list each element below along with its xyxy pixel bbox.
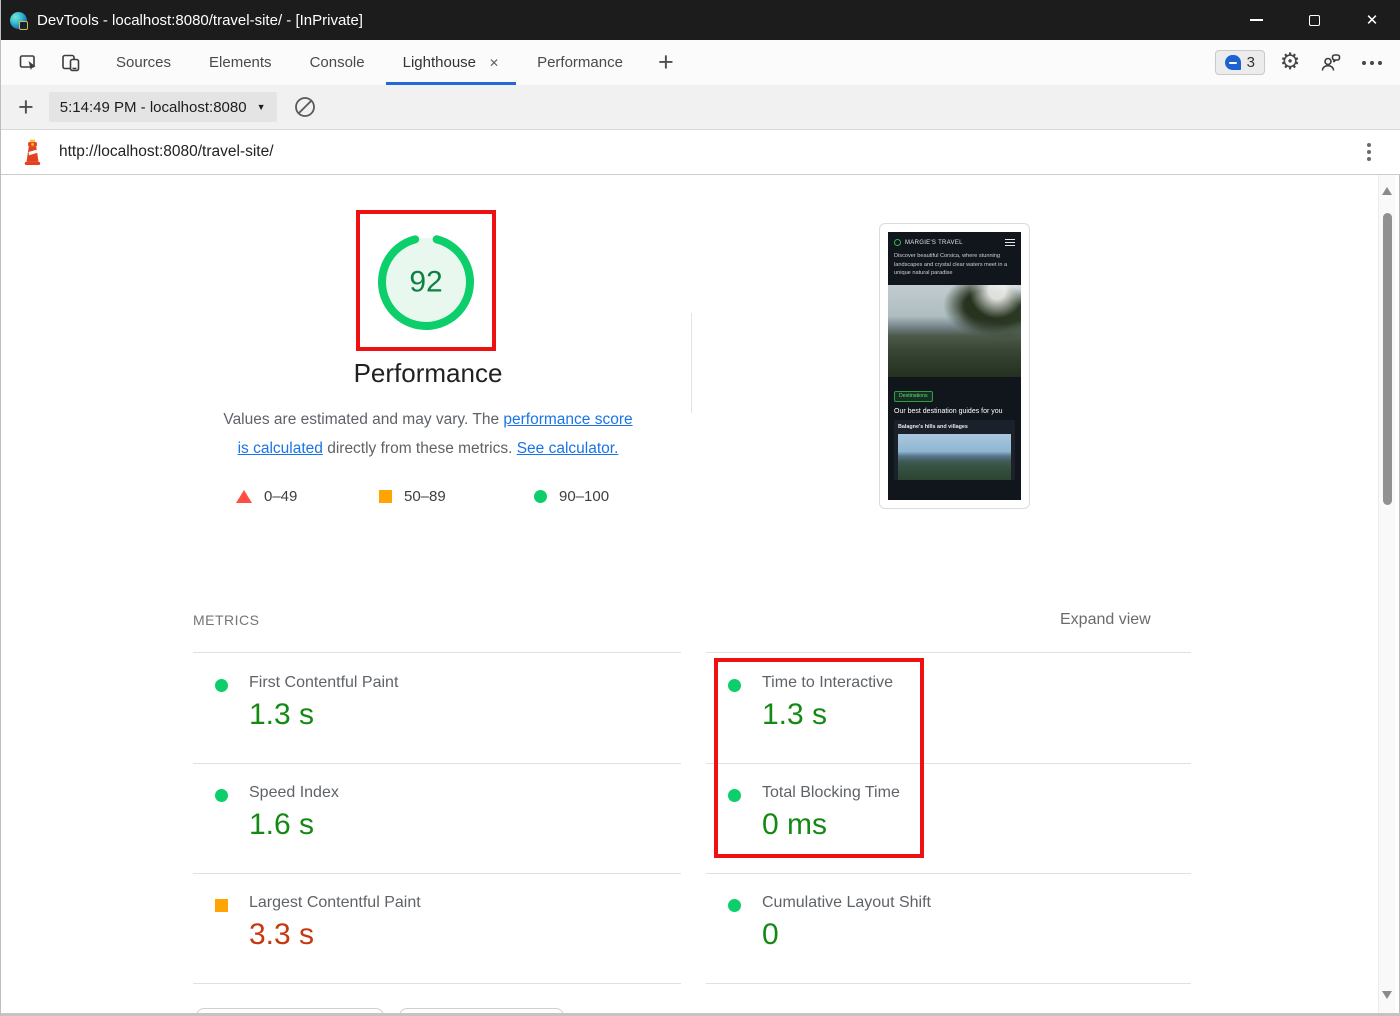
clear-reports-button[interactable]: [293, 95, 317, 119]
metrics-section-title: METRICS: [193, 612, 260, 628]
new-report-button[interactable]: +: [18, 91, 34, 122]
lighthouse-icon: [24, 139, 41, 165]
window-titlebar: DevTools - localhost:8080/travel-site/ -…: [1, 0, 1400, 40]
performance-score-gauge[interactable]: 92: [374, 230, 478, 334]
hamburger-menu-icon: [1005, 239, 1015, 246]
metric-largest-contentful-paint: Largest Contentful Paint 3.3 s: [193, 878, 623, 978]
legend-average: 50–89: [379, 488, 446, 505]
metric-cumulative-layout-shift: Cumulative Layout Shift 0: [706, 878, 1136, 978]
destination-card: Balagne's hills and villages: [894, 420, 1015, 480]
annotation-highlight-metrics: [714, 658, 924, 858]
tab-close-icon[interactable]: ✕: [489, 55, 500, 70]
site-screenshot: MARGIE'S TRAVEL Discover beautiful Corsi…: [888, 232, 1021, 500]
header-vertical-divider: [691, 313, 692, 413]
tab-console[interactable]: Console: [309, 54, 365, 71]
edge-inprivate-icon: [10, 11, 28, 30]
report-url-bar: http://localhost:8080/travel-site/: [1, 130, 1400, 175]
maximize-icon: [1308, 14, 1320, 26]
vertical-scrollbar[interactable]: [1378, 175, 1395, 1013]
metric-total-blocking-time: Total Blocking Time 0 ms: [706, 768, 1136, 868]
report-url: http://localhost:8080/travel-site/: [59, 143, 274, 160]
performance-score-link-2[interactable]: is calculated: [237, 440, 323, 457]
maximize-button[interactable]: [1285, 0, 1343, 40]
scrollbar-thumb[interactable]: [1382, 213, 1392, 505]
performance-score-link[interactable]: performance score: [503, 411, 633, 428]
pass-circle-icon: [534, 490, 547, 503]
performance-score-value: 92: [409, 266, 442, 299]
person-feedback-icon: [1321, 53, 1341, 71]
lighthouse-report: 92 Performance Values are estimated and …: [1, 175, 1378, 1016]
metric-rating-icon: [728, 679, 741, 692]
devtools-tab-bar: Sources Elements Console Lighthouse ✕ Pe…: [1, 40, 1400, 85]
active-tab-underline: [385, 82, 517, 85]
chevron-down-icon: ▼: [256, 102, 266, 112]
metric-rating-icon: [215, 679, 228, 692]
metric-rating-icon: [215, 899, 228, 912]
destination-photo: [898, 434, 1011, 480]
inspect-cursor-icon: [19, 54, 36, 70]
device-toolbar-icon: [62, 54, 80, 71]
gear-icon: ⚙: [1279, 49, 1301, 75]
minimize-button[interactable]: [1227, 0, 1285, 40]
window-bottom-edge: [1, 1013, 1400, 1016]
close-button[interactable]: ✕: [1343, 0, 1400, 40]
final-screenshot-thumbnail: MARGIE'S TRAVEL Discover beautiful Corsi…: [879, 223, 1030, 509]
more-options-button[interactable]: [1356, 47, 1388, 79]
settings-button[interactable]: ⚙: [1274, 47, 1306, 79]
average-square-icon: [379, 490, 392, 503]
report-kebab-menu[interactable]: [1367, 143, 1371, 161]
tab-lighthouse[interactable]: Lighthouse ✕: [384, 40, 518, 85]
feedback-button[interactable]: [1315, 47, 1347, 79]
metric-first-contentful-paint: First Contentful Paint 1.3 s: [193, 658, 623, 758]
category-title: Performance: [353, 358, 503, 388]
panel-tabs: Sources Elements Console Lighthouse ✕ Pe…: [97, 40, 690, 85]
destinations-badge: Destinations: [894, 390, 933, 402]
expand-view-toggle[interactable]: Expand view: [1060, 611, 1151, 628]
annotation-highlight-gauge: [356, 210, 496, 351]
scroll-down-arrow-icon[interactable]: [1382, 991, 1392, 999]
more-options-icon: [1362, 60, 1382, 65]
more-tabs-button[interactable]: +: [657, 47, 674, 77]
device-toolbar-button[interactable]: [55, 47, 87, 79]
block-icon: [294, 97, 315, 117]
fail-triangle-icon: [236, 490, 252, 503]
score-scale-legend: 0–49 50–89 90–100: [193, 488, 663, 506]
site-logo-icon: [894, 239, 901, 246]
score-description: Values are estimated and may vary. The p…: [223, 411, 633, 457]
issues-bubble-icon: [1224, 55, 1241, 70]
inspect-element-button[interactable]: [13, 47, 45, 79]
metric-rating-icon: [215, 789, 228, 802]
issues-count: 3: [1246, 54, 1255, 71]
metric-rating-icon: [728, 899, 741, 912]
report-session-label: 5:14:49 PM - localhost:8080: [59, 98, 247, 116]
minimize-icon: [1249, 19, 1263, 21]
tab-performance[interactable]: Performance: [537, 54, 623, 71]
tab-sources[interactable]: Sources: [116, 54, 172, 71]
tab-elements[interactable]: Elements: [209, 54, 272, 71]
issues-button[interactable]: 3: [1214, 50, 1265, 75]
metric-speed-index: Speed Index 1.6 s: [193, 768, 623, 868]
legend-fail: 0–49: [236, 488, 297, 505]
hero-photo: [888, 284, 1021, 377]
legend-pass: 90–100: [534, 488, 609, 505]
close-icon: ✕: [1365, 11, 1379, 29]
scroll-up-arrow-icon[interactable]: [1382, 187, 1392, 195]
lighthouse-toolbar: + 5:14:49 PM - localhost:8080 ▼: [1, 85, 1400, 130]
window-title: DevTools - localhost:8080/travel-site/ -…: [37, 11, 363, 29]
report-session-dropdown[interactable]: 5:14:49 PM - localhost:8080 ▼: [48, 92, 277, 122]
metric-rating-icon: [728, 789, 741, 802]
see-calculator-link[interactable]: See calculator.: [516, 440, 619, 457]
window-controls: ✕: [1227, 0, 1400, 40]
metric-time-to-interactive: Time to Interactive 1.3 s: [706, 658, 1136, 758]
